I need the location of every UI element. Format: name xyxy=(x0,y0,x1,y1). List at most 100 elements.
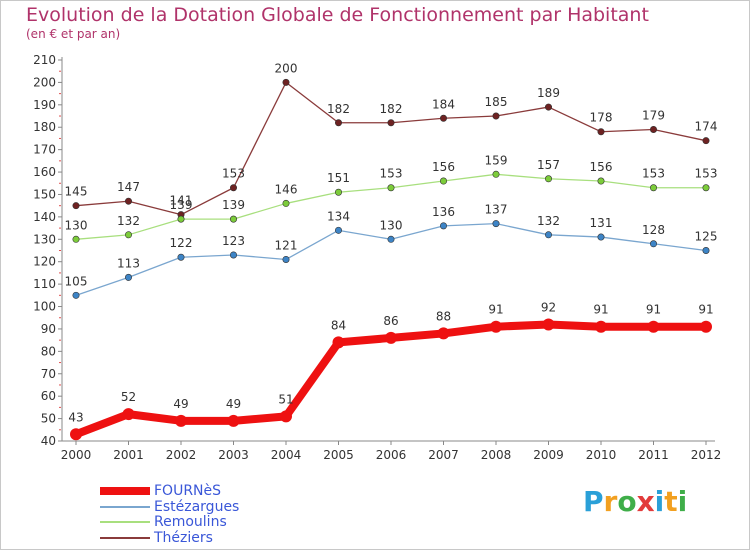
logo-letter: t xyxy=(664,485,678,518)
data-label: 147 xyxy=(117,180,140,194)
data-point xyxy=(544,231,552,239)
data-point xyxy=(334,119,342,127)
data-point xyxy=(647,320,660,333)
data-point xyxy=(282,255,290,263)
legend-swatch xyxy=(100,521,150,523)
data-label: 153 xyxy=(222,167,245,181)
data-point xyxy=(649,240,657,248)
data-point xyxy=(492,112,500,120)
x-tick-label: 2008 xyxy=(481,448,512,462)
data-point xyxy=(439,222,447,230)
data-label: 145 xyxy=(65,185,88,199)
data-point xyxy=(334,226,342,234)
legend-swatch xyxy=(100,505,150,508)
logo-letter: i xyxy=(654,485,665,518)
y-tick-label: 40 xyxy=(41,434,56,448)
x-tick-label: 2009 xyxy=(533,448,564,462)
data-label: 113 xyxy=(117,256,140,270)
y-tick-label: 170 xyxy=(33,143,56,157)
logo-letter: x xyxy=(636,485,655,518)
x-tick-label: 2006 xyxy=(376,448,407,462)
data-point xyxy=(72,235,80,243)
logo-letter: o xyxy=(617,485,637,518)
data-point xyxy=(649,125,657,133)
data-label: 182 xyxy=(380,102,403,116)
data-label: 91 xyxy=(593,303,608,317)
data-point xyxy=(492,170,500,178)
y-tick-label: 130 xyxy=(33,232,56,246)
y-tick-label: 190 xyxy=(33,98,56,112)
y-tick-label: 150 xyxy=(33,187,56,201)
data-point xyxy=(387,235,395,243)
legend-swatch xyxy=(100,487,150,495)
y-tick-label: 80 xyxy=(41,344,56,358)
data-label: 86 xyxy=(383,314,398,328)
data-point xyxy=(72,202,80,210)
data-label: 105 xyxy=(65,274,88,288)
x-tick-label: 2007 xyxy=(428,448,459,462)
data-point xyxy=(385,331,397,344)
data-point xyxy=(282,78,290,86)
chart-title: Evolution de la Dotation Globale de Fonc… xyxy=(26,4,649,26)
y-tick-label: 200 xyxy=(33,75,56,89)
y-tick-label: 50 xyxy=(41,412,56,426)
legend-label: Estézargues xyxy=(154,498,240,515)
data-point xyxy=(332,336,345,349)
data-label: 49 xyxy=(226,397,241,411)
data-label: 121 xyxy=(275,238,298,252)
y-tick-label: 160 xyxy=(33,165,56,179)
data-point xyxy=(492,220,500,228)
data-point xyxy=(437,327,450,340)
x-tick-label: 2012 xyxy=(691,448,722,462)
data-label: 159 xyxy=(485,153,508,167)
data-label: 132 xyxy=(117,214,140,228)
data-label: 200 xyxy=(275,61,298,75)
data-label: 137 xyxy=(485,203,508,217)
data-point xyxy=(649,184,657,192)
data-label: 185 xyxy=(485,95,508,109)
legend-swatch xyxy=(100,536,150,539)
x-tick-label: 2011 xyxy=(638,448,669,462)
data-point xyxy=(177,253,185,261)
data-point xyxy=(387,184,395,192)
y-tick-label: 110 xyxy=(33,277,56,291)
data-point xyxy=(702,247,710,255)
data-point xyxy=(72,291,80,299)
data-point xyxy=(125,197,133,205)
y-tick-label: 60 xyxy=(41,389,56,403)
data-label: 156 xyxy=(432,160,455,174)
data-label: 134 xyxy=(327,209,350,223)
data-point xyxy=(439,177,447,185)
data-label: 153 xyxy=(695,167,718,181)
data-label: 146 xyxy=(275,182,298,196)
data-point xyxy=(280,410,292,423)
logo-letter: i xyxy=(677,485,688,518)
chart-subtitle: (en € et par an) xyxy=(26,27,121,41)
data-label: 178 xyxy=(590,111,613,125)
data-label: 174 xyxy=(695,120,718,134)
legend-label: FOURNèS xyxy=(154,483,222,499)
data-point xyxy=(122,408,135,421)
data-label: 182 xyxy=(327,102,350,116)
data-label: 139 xyxy=(170,198,193,212)
x-tick-label: 2002 xyxy=(166,448,197,462)
data-point xyxy=(597,177,605,185)
data-label: 91 xyxy=(646,303,661,317)
data-label: 179 xyxy=(642,108,665,122)
data-label: 52 xyxy=(121,390,136,404)
data-label: 141 xyxy=(170,194,193,208)
data-point xyxy=(230,251,238,259)
data-label: 128 xyxy=(642,223,665,237)
data-label: 123 xyxy=(222,234,245,248)
data-point xyxy=(334,188,342,196)
y-tick-label: 70 xyxy=(41,367,56,381)
data-label: 51 xyxy=(278,392,293,406)
y-tick-label: 120 xyxy=(33,255,56,269)
data-label: 91 xyxy=(698,303,713,317)
y-tick-label: 140 xyxy=(33,210,56,224)
data-label: 91 xyxy=(488,303,503,317)
data-label: 84 xyxy=(331,318,346,332)
data-point xyxy=(595,320,607,333)
data-label: 153 xyxy=(380,167,403,181)
